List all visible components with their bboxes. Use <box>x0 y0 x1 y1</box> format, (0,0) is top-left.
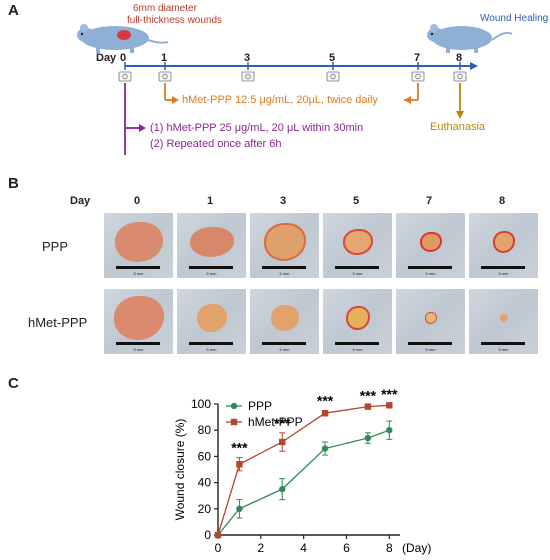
wound-photo: 5 mm <box>469 213 538 278</box>
wound-photo: 5 mm <box>177 289 246 354</box>
data-point <box>364 403 372 410</box>
photo-day-label: Day <box>70 195 91 207</box>
significance-marker: *** <box>317 393 334 409</box>
x-tick-label: 2 <box>257 541 264 555</box>
wound-photo: 5 mm <box>469 289 538 354</box>
treatment-bracket <box>164 83 419 104</box>
x-tick-label: 4 <box>300 541 307 555</box>
y-tick-label: 0 <box>204 528 211 542</box>
photo-day-0: 0 <box>134 195 141 207</box>
data-point <box>386 402 393 409</box>
photo-day-7: 7 <box>426 195 433 207</box>
wound-photo: 5 mm <box>396 213 465 278</box>
wound-photo: 5 mm <box>323 289 392 354</box>
legend-marker <box>230 418 238 426</box>
y-tick-label: 40 <box>198 476 212 490</box>
timeline-day-7: 7 <box>414 52 421 64</box>
mouse-icon-left <box>77 24 169 53</box>
y-tick-label: 80 <box>198 423 212 437</box>
series-line <box>217 404 390 536</box>
wound-photo: 5 mm <box>323 213 392 278</box>
euthanasia-label: Euthanasia <box>430 121 486 133</box>
timeline-day-5: 5 <box>329 52 336 64</box>
photo-day-8: 8 <box>499 195 506 207</box>
wound-description-line2: full-thickness wounds <box>127 15 223 26</box>
wound-marker <box>117 30 131 40</box>
x-tick-label: 6 <box>343 541 350 555</box>
significance-marker: *** <box>274 415 291 431</box>
wound-photo: 5 mm <box>177 213 246 278</box>
ppp-photo-row: 5 mm 5 mm 5 mm 5 mm 5 mm 5 mm <box>104 213 538 278</box>
timeline-day-1: 1 <box>161 52 168 64</box>
daily-treatment-label: hMet-PPP 12.5 μg/mL, 20μL, twice daily <box>182 94 378 106</box>
hmet-ppp-photo-row: 5 mm 5 mm 5 mm 5 mm 5 mm 5 mm <box>104 289 538 354</box>
data-point <box>279 485 286 493</box>
timeline-ticks <box>124 62 461 70</box>
wound-healing-label: Wound Healing <box>480 13 549 24</box>
x-tick-label: 0 <box>215 541 222 555</box>
timeline-day-label: Day <box>96 52 117 64</box>
row-label-hmet-ppp: hMet-PPP <box>28 315 88 330</box>
y-tick-label: 60 <box>198 449 212 463</box>
y-tick-label: 100 <box>191 397 211 411</box>
data-point <box>321 445 329 452</box>
wound-photo: 5 mm <box>104 213 173 278</box>
x-axis-label: (Day) <box>402 541 431 555</box>
panel-c-letter: C <box>8 375 19 392</box>
data-point <box>279 438 286 446</box>
mouse-icon-right <box>427 24 513 53</box>
data-point <box>236 461 243 468</box>
significance-marker: *** <box>231 440 248 456</box>
camera-icons <box>118 71 467 82</box>
photo-day-1: 1 <box>207 195 214 207</box>
wound-description-line1: 6mm diameter <box>133 3 197 14</box>
series-line <box>217 429 390 536</box>
initial-treatment-arrow <box>124 83 146 155</box>
row-label-ppp: PPP <box>42 239 69 254</box>
wound-photo: 5 mm <box>104 289 173 354</box>
panel-a-letter: A <box>8 2 19 19</box>
data-point <box>386 427 393 434</box>
data-point <box>236 505 243 512</box>
data-point <box>321 409 329 417</box>
significance-marker: *** <box>360 387 377 403</box>
data-point <box>214 531 222 539</box>
wound-photo: 5 mm <box>396 289 465 354</box>
x-tick-label: 8 <box>386 541 393 555</box>
timeline-day-8: 8 <box>456 52 463 64</box>
y-tick-label: 20 <box>198 502 212 516</box>
significance-marker: *** <box>381 386 398 402</box>
timeline-day-0: 0 <box>120 52 127 64</box>
legend-marker <box>230 402 238 410</box>
initial-treatment-step1: (1) hMet-PPP 25 μg/mL, 20 μL within 30mi… <box>150 122 364 134</box>
euthanasia-arrow <box>456 83 464 119</box>
legend-label: PPP <box>248 399 272 413</box>
data-point <box>364 434 372 442</box>
timeline-arrowhead <box>470 62 478 70</box>
timeline-day-3: 3 <box>244 52 251 64</box>
wound-photo: 5 mm <box>250 289 319 354</box>
panel-a-diagram <box>77 24 513 155</box>
wound-closure-chart: 0 20 40 60 80 100 0 2 4 6 8 (Day) Wound closure (%) P… <box>173 386 431 555</box>
y-axis-label: Wound closure (%) <box>173 419 187 521</box>
wound-photo: 5 mm <box>250 213 319 278</box>
photo-day-3: 3 <box>280 195 287 207</box>
initial-treatment-step2: (2) Repeated once after 6h <box>150 138 282 150</box>
photo-day-5: 5 <box>353 195 360 207</box>
panel-b-letter: B <box>8 175 19 192</box>
legend-label: hMet-PPP <box>248 415 303 429</box>
